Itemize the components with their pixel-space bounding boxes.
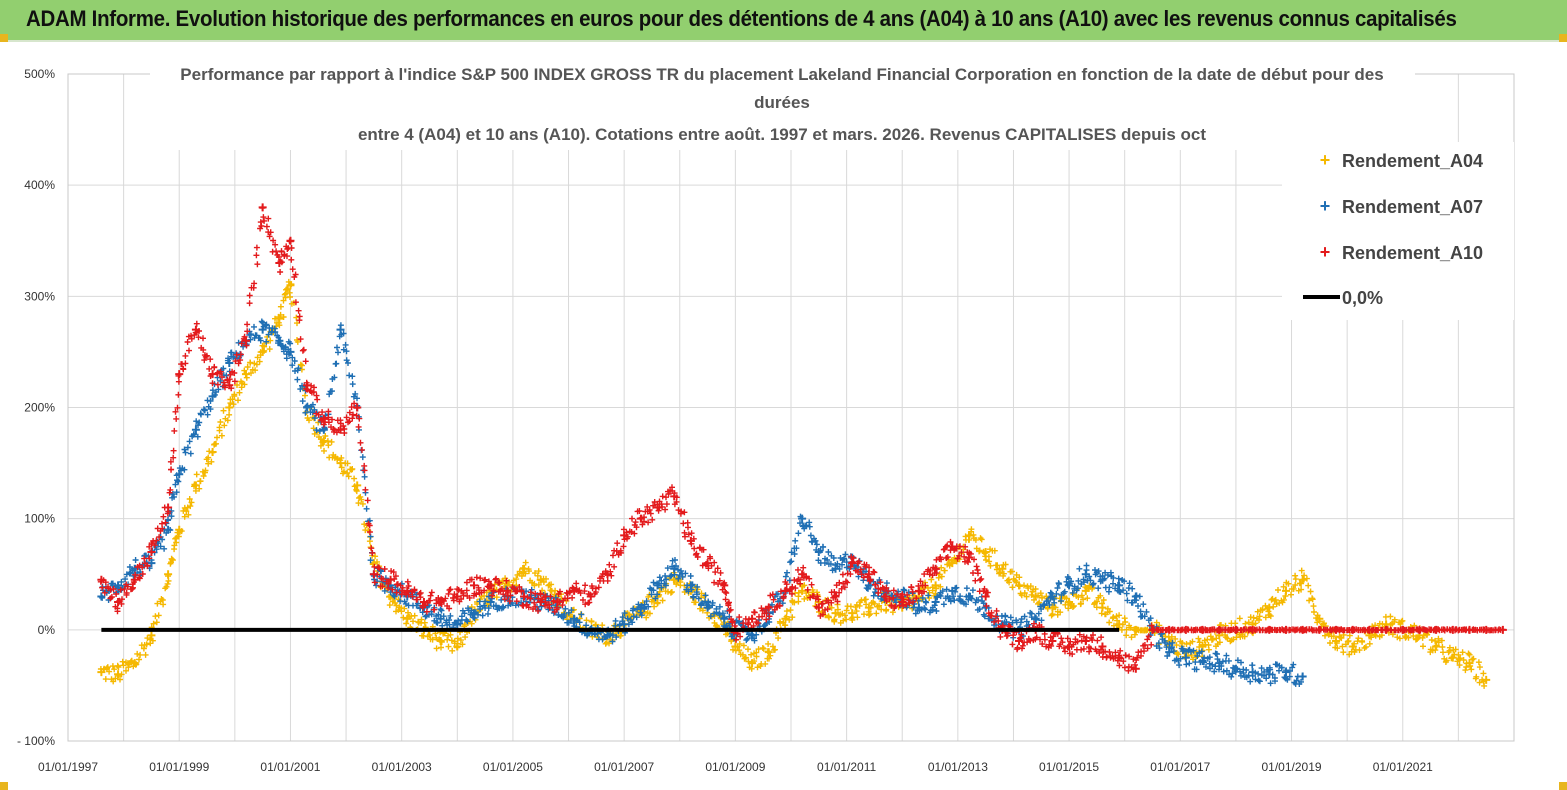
data-point [403, 614, 412, 623]
banner-title: ADAM Informe. Evolution historique des p… [26, 6, 1457, 31]
data-point [1181, 653, 1190, 662]
x-tick-label: 01/01/2007 [594, 760, 654, 774]
legend-label-a07: Rendement_A07 [1342, 197, 1483, 217]
x-tick-label: 01/01/2015 [1039, 760, 1099, 774]
legend-label-a04: Rendement_A04 [1342, 151, 1483, 171]
y-tick-label: 500% [24, 67, 55, 81]
scatter-cloud [97, 278, 1488, 689]
scatter-cloud [97, 205, 1506, 674]
series-a10 [97, 203, 1507, 674]
data-point [436, 636, 445, 645]
corner-mark [0, 34, 8, 42]
x-tick-label: 01/01/2013 [928, 760, 988, 774]
data-point [241, 370, 250, 379]
data-point [1081, 570, 1090, 579]
data-point [764, 648, 773, 657]
legend-marker-a04: + [1320, 150, 1331, 170]
x-tick-label: 01/01/2019 [1262, 760, 1322, 774]
x-tick-label: 01/01/2009 [705, 760, 765, 774]
corner-mark [1559, 782, 1567, 790]
chart-title-line-2: durées [754, 93, 810, 112]
chart-title-line-1: Performance par rapport à l'indice S&P 5… [180, 65, 1383, 84]
legend-label-zero: 0,0% [1342, 288, 1383, 308]
data-point [225, 403, 234, 412]
data-point [97, 592, 106, 601]
data-point [981, 592, 990, 601]
x-axis: 01/01/1997 01/01/1999 01/01/2001 01/01/2003… [38, 760, 1433, 774]
corner-mark [0, 782, 8, 790]
y-tick-label: - 100% [17, 734, 55, 748]
data-point [469, 581, 478, 590]
x-tick-label: 01/01/1999 [149, 760, 209, 774]
data-point [191, 425, 200, 434]
x-tick-label: 01/01/2021 [1373, 760, 1433, 774]
data-point [147, 631, 156, 640]
x-tick-label: 01/01/2003 [372, 760, 432, 774]
data-point [147, 548, 156, 557]
y-tick-label: 0% [38, 623, 56, 637]
corner-mark [1559, 34, 1567, 42]
legend-label-a10: Rendement_A10 [1342, 243, 1483, 263]
y-tick-label: 300% [24, 289, 55, 303]
data-point [1165, 648, 1174, 657]
legend-marker-a07: + [1320, 196, 1331, 216]
chart-title: Performance par rapport à l'indice S&P 5… [150, 60, 1415, 150]
legend: + Rendement_A04 + Rendement_A07 + Rendem… [1282, 142, 1514, 320]
x-tick-label: 01/01/2001 [260, 760, 320, 774]
legend-marker-a10: + [1320, 242, 1331, 262]
header-banner: ADAM Informe. Evolution historique des p… [0, 0, 1567, 42]
data-point [520, 592, 529, 601]
data-point [114, 598, 123, 607]
chart-title-line-3: entre 4 (A04) et 10 ans (A10). Cotations… [358, 125, 1206, 144]
x-tick-label: 01/01/2005 [483, 760, 543, 774]
x-tick-label: 01/01/1997 [38, 760, 98, 774]
x-tick-label: 01/01/2017 [1150, 760, 1210, 774]
series-a04 [97, 278, 1491, 689]
y-tick-label: 100% [24, 512, 55, 526]
y-tick-label: 400% [24, 178, 55, 192]
data-point [1048, 636, 1057, 645]
y-tick-label: 200% [24, 401, 55, 415]
data-point [1265, 603, 1274, 612]
series-layer [97, 203, 1507, 689]
y-axis: - 100% 0% 100% 200% 300% 400% 500% [17, 67, 55, 748]
data-point [175, 370, 184, 379]
x-tick-label: 01/01/2011 [817, 760, 876, 774]
data-point [831, 609, 840, 618]
